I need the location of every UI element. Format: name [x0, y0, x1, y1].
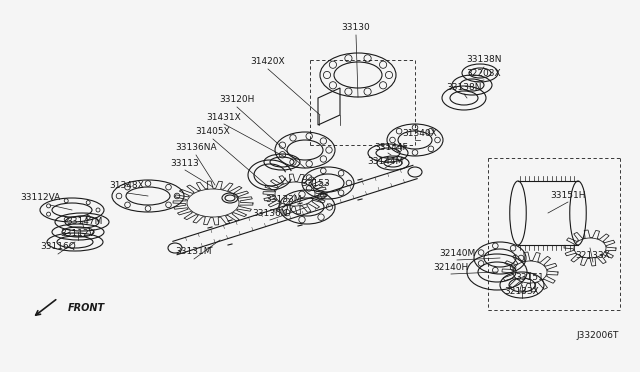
- Text: 33138N: 33138N: [446, 83, 482, 92]
- Text: 33112VA: 33112VA: [20, 193, 60, 202]
- Text: 31405X: 31405X: [196, 128, 230, 137]
- Text: 33120H: 33120H: [220, 96, 255, 105]
- Text: 33112V: 33112V: [61, 228, 95, 237]
- Text: 33144M: 33144M: [367, 157, 403, 166]
- Text: 33151H: 33151H: [550, 190, 586, 199]
- Text: 31420X: 31420X: [251, 58, 285, 67]
- Text: FRONT: FRONT: [68, 303, 105, 313]
- Text: 33136NA: 33136NA: [175, 144, 217, 153]
- Text: 33133M: 33133M: [266, 196, 302, 205]
- Text: J332006T: J332006T: [577, 331, 619, 340]
- Text: 32133X: 32133X: [504, 286, 540, 295]
- Text: 33138N: 33138N: [467, 55, 502, 64]
- Text: 33113: 33113: [171, 158, 200, 167]
- Text: 33136N: 33136N: [252, 208, 288, 218]
- Text: 31340X: 31340X: [403, 128, 437, 138]
- Text: 32133X: 32133X: [575, 250, 611, 260]
- Text: 33131M: 33131M: [176, 247, 212, 257]
- Text: 32140M: 32140M: [439, 248, 475, 257]
- Text: 31431X: 31431X: [207, 112, 241, 122]
- Text: 33144F: 33144F: [374, 144, 408, 153]
- Text: 33147M: 33147M: [66, 217, 102, 225]
- Text: 32140H: 32140H: [433, 263, 468, 272]
- Text: 33151: 33151: [516, 273, 545, 282]
- Text: 32203X: 32203X: [467, 68, 501, 77]
- Text: 33116Q: 33116Q: [40, 243, 76, 251]
- Text: 33130: 33130: [342, 23, 371, 32]
- Text: 33153: 33153: [301, 179, 330, 187]
- Text: 31348X: 31348X: [109, 182, 145, 190]
